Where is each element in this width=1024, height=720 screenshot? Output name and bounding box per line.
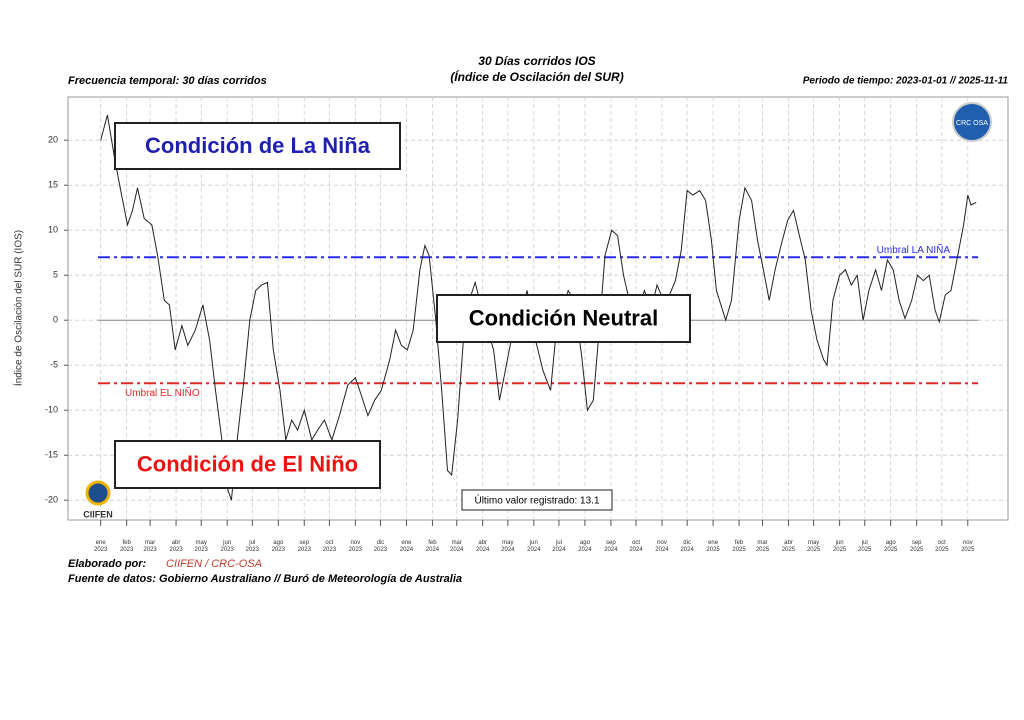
x-tick-label: feb 2025 [732, 540, 746, 553]
x-tick-label: abr 2023 [169, 540, 183, 553]
x-tick-label: feb 2023 [119, 540, 134, 553]
data-line [100, 114, 977, 501]
x-tick-label: sep 2023 [297, 540, 311, 553]
y-tick-label: -5 [50, 360, 58, 370]
footer-source: Fuente de datos: Gobierno Australiano //… [68, 573, 462, 585]
y-tick-label: 20 [48, 135, 58, 145]
x-tick-label: may 2023 [194, 540, 208, 553]
y-axis-label: Índice de Oscilación del SUR (IOS) [12, 230, 25, 386]
x-tick-label: ago 2024 [578, 540, 592, 553]
x-tick-label: dic 2023 [373, 540, 388, 553]
annotation-box [461, 489, 613, 511]
x-tick-label: jun 2023 [220, 540, 234, 553]
logo-ciifen-text: CIIFEN [83, 509, 113, 519]
chart-subtitle: (Índice de Oscilación del SUR) [450, 69, 623, 84]
y-tick-label: -10 [45, 405, 58, 415]
x-tick-label: dic 2024 [680, 540, 694, 553]
x-tick-label: oct 2024 [629, 540, 643, 553]
chart-title: 30 Días corridos IOS [478, 54, 595, 68]
x-tick-label: jul 2024 [552, 540, 566, 553]
annotation-box [114, 440, 381, 489]
x-tick-label: nov 2023 [348, 540, 363, 553]
x-tick-label: oct 2025 [935, 540, 949, 553]
y-tick-label: 0 [53, 315, 58, 325]
x-tick-label: ene 2023 [93, 540, 108, 553]
x-tick-label: jul 2023 [245, 540, 259, 553]
x-tick-label: abr 2025 [781, 540, 796, 553]
threshold-label: Umbral LA NIÑA [877, 243, 951, 256]
x-tick-label: ago 2025 [884, 540, 898, 553]
annotation-box [436, 294, 691, 343]
logo-crc-text: CRC OSA [956, 120, 988, 127]
x-tick-label: feb 2024 [425, 540, 440, 553]
annotation-text: Condición de El Niño [137, 451, 358, 476]
right-note: Periodo de tiempo: 2023-01-01 // 2025-11… [803, 76, 1009, 87]
x-tick-label: jun 2024 [527, 540, 541, 553]
x-tick-label: oct 2023 [322, 540, 337, 553]
x-tick-label: abr 2024 [476, 540, 490, 553]
x-tick-label: nov 2025 [961, 540, 975, 553]
x-tick-label: ago 2023 [271, 540, 285, 553]
annotation-text: Condición de La Niña [145, 133, 371, 158]
x-tick-label: nov 2024 [655, 540, 669, 553]
x-tick-label: may 2024 [501, 540, 515, 553]
y-tick-label: 10 [48, 225, 58, 235]
x-tick-label: sep 2025 [909, 540, 924, 553]
annotation-box [114, 122, 401, 170]
x-tick-label: mar 2024 [450, 540, 464, 553]
logo-ciifen [85, 480, 111, 506]
x-tick-label: mar 2023 [143, 540, 157, 553]
logo-crc [952, 102, 992, 142]
x-tick-label: ene 2024 [399, 540, 414, 553]
annotation-text: Condición Neutral [469, 305, 658, 330]
y-tick-label: 15 [48, 180, 58, 190]
footer-label: Elaborado por: [68, 558, 147, 570]
y-tick-label: -20 [45, 495, 58, 505]
x-tick-label: jul 2025 [858, 540, 872, 553]
x-tick-label: ene 2025 [706, 540, 720, 553]
footer-org: CIIFEN / CRC-OSA [166, 558, 262, 570]
x-tick-label: jun 2025 [832, 540, 847, 553]
annotation-text: Último valor registrado: 13.1 [474, 494, 599, 507]
x-tick-label: may 2025 [806, 540, 821, 553]
left-note: Frecuencia temporal: 30 días corridos [68, 75, 267, 87]
x-tick-label: sep 2024 [604, 540, 618, 553]
y-tick-label: -15 [45, 450, 58, 460]
x-tick-label: mar 2025 [755, 540, 770, 553]
threshold-label: Umbral EL NIÑO [125, 386, 200, 399]
y-tick-label: 5 [53, 270, 58, 280]
